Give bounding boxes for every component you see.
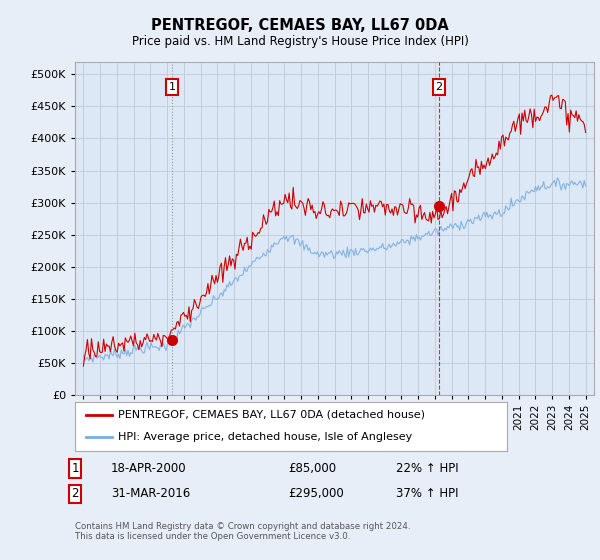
Text: 37% ↑ HPI: 37% ↑ HPI — [396, 487, 458, 500]
Text: Price paid vs. HM Land Registry's House Price Index (HPI): Price paid vs. HM Land Registry's House … — [131, 35, 469, 48]
Text: £295,000: £295,000 — [288, 487, 344, 500]
Text: 1: 1 — [71, 462, 79, 475]
Text: 1: 1 — [169, 82, 176, 92]
Text: £85,000: £85,000 — [288, 462, 336, 475]
Text: 18-APR-2000: 18-APR-2000 — [111, 462, 187, 475]
Text: 22% ↑ HPI: 22% ↑ HPI — [396, 462, 458, 475]
Text: 2: 2 — [436, 82, 443, 92]
Text: PENTREGOF, CEMAES BAY, LL67 0DA (detached house): PENTREGOF, CEMAES BAY, LL67 0DA (detache… — [118, 410, 425, 420]
Text: 31-MAR-2016: 31-MAR-2016 — [111, 487, 190, 500]
Text: PENTREGOF, CEMAES BAY, LL67 0DA: PENTREGOF, CEMAES BAY, LL67 0DA — [151, 18, 449, 33]
Text: HPI: Average price, detached house, Isle of Anglesey: HPI: Average price, detached house, Isle… — [118, 432, 412, 442]
Text: 2: 2 — [71, 487, 79, 500]
Text: Contains HM Land Registry data © Crown copyright and database right 2024.
This d: Contains HM Land Registry data © Crown c… — [75, 522, 410, 542]
